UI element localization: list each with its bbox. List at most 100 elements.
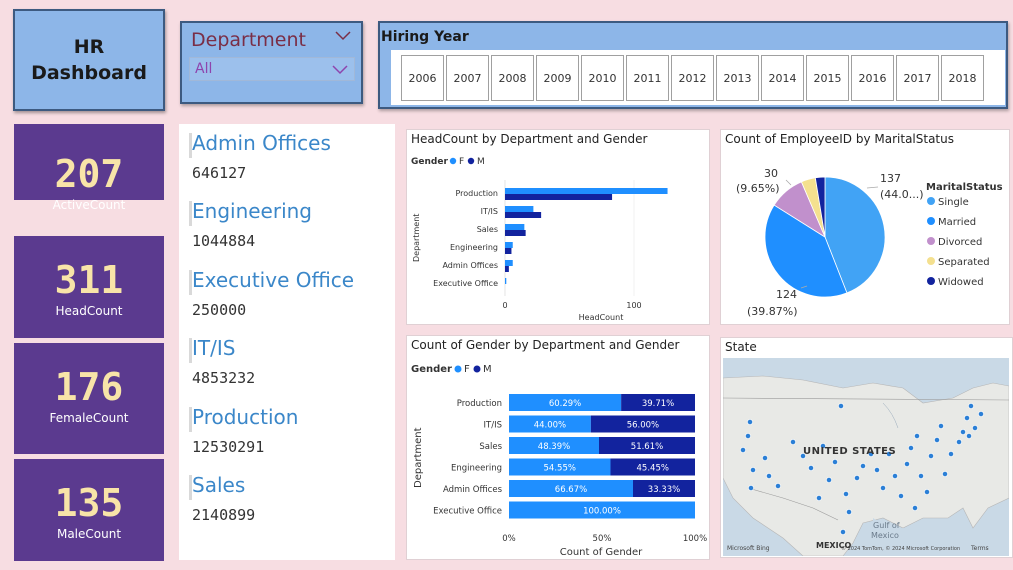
data-label-m: 51.61%: [631, 442, 663, 452]
kpi-label: FemaleCount: [49, 411, 129, 425]
y-axis-label: Department: [413, 427, 424, 488]
state-marker: [942, 471, 948, 477]
department-slicer-label: Department: [191, 29, 306, 51]
pie-legend-title: MaritalStatus: [926, 182, 1003, 193]
pie-label-married-count: 124: [776, 288, 797, 301]
year-button-2016[interactable]: 2016: [851, 55, 894, 101]
state-marker: [775, 483, 781, 489]
legend-label: Single: [938, 197, 969, 208]
legend-f-label: F: [459, 157, 464, 167]
map-mexico-label: MEXICO: [816, 541, 851, 550]
state-marker: [956, 439, 962, 445]
pie-label-divorced-count: 30: [764, 167, 778, 180]
year-button-2018[interactable]: 2018: [941, 55, 984, 101]
headcount-chart-svg: Gender F M Department HeadCount Producti…: [411, 157, 668, 322]
dept-name: Executive Office: [192, 268, 355, 292]
state-marker: [938, 423, 944, 429]
kpi-female-count: 176 FemaleCount: [14, 343, 164, 454]
legend-f-marker: [449, 157, 457, 165]
bar-f: [505, 206, 534, 212]
dept-value: 4853232: [192, 369, 256, 387]
year-button-2010[interactable]: 2010: [581, 55, 624, 101]
x-axis-label: Count of Gender: [560, 547, 643, 558]
state-map: State UNITED STATES Gulf of Mexico MEXIC…: [720, 337, 1013, 558]
year-button-2017[interactable]: 2017: [896, 55, 939, 101]
state-marker: [860, 463, 866, 469]
data-label-f: 66.67%: [555, 485, 587, 495]
year-button-2009[interactable]: 2009: [536, 55, 579, 101]
data-label-f: 48.39%: [538, 442, 570, 452]
legend-marker: [927, 257, 935, 265]
category-label: Sales: [477, 225, 498, 234]
bar-m: [505, 248, 512, 254]
year-button-2008[interactable]: 2008: [491, 55, 534, 101]
legend-marker: [927, 277, 935, 285]
bar-f: [509, 437, 600, 454]
year-button-2011[interactable]: 2011: [626, 55, 669, 101]
legend-title: Gender: [411, 364, 452, 375]
category-label: IT/IS: [481, 207, 498, 216]
category-label: Engineering: [450, 243, 498, 252]
data-label-f: 60.29%: [549, 399, 581, 409]
state-marker: [880, 485, 886, 491]
kpi-active-count: 207 ActiveCount: [14, 124, 164, 212]
x-tick-label: 100: [626, 301, 641, 310]
data-label-f: 100.00%: [583, 507, 621, 517]
pie-label-divorced-pct: (9.65%): [736, 182, 780, 195]
state-marker: [843, 491, 849, 497]
map-gulf-label: Gulf of: [873, 521, 900, 530]
map-canvas[interactable]: UNITED STATES Gulf of Mexico MEXICO Micr…: [723, 358, 1009, 556]
year-button-2012[interactable]: 2012: [671, 55, 714, 101]
dept-name: Production: [192, 405, 299, 429]
dept-name: Admin Offices: [192, 131, 331, 155]
bar-m: [505, 266, 509, 272]
hiring-year-slicer: Hiring Year 2006 2007 2008 2009 2010 2011 2012…: [378, 21, 1008, 109]
bing-logo: Microsoft Bing: [727, 545, 770, 552]
year-button-2013[interactable]: 2013: [716, 55, 759, 101]
department-slicer[interactable]: Department All: [180, 21, 363, 104]
year-button-row: 2006 2007 2008 2009 2010 2011 2012 2013 2014 2015…: [391, 50, 1005, 105]
bar-m: [633, 480, 695, 497]
dept-value: 12530291: [192, 438, 265, 456]
category-label: Engineering: [451, 464, 502, 474]
legend-label: Divorced: [938, 237, 982, 248]
state-marker: [968, 403, 974, 409]
state-marker: [846, 509, 852, 515]
state-marker: [898, 493, 904, 499]
state-marker: [762, 455, 768, 461]
map-country-label: UNITED STATES: [803, 446, 896, 457]
state-marker: [745, 433, 751, 439]
dept-value: 1044884: [192, 232, 256, 250]
category-label: IT/IS: [484, 421, 502, 431]
dept-value: 2140899: [192, 506, 256, 524]
year-button-2014[interactable]: 2014: [761, 55, 804, 101]
chevron-down-icon[interactable]: [332, 59, 348, 79]
bar-m: [610, 458, 695, 476]
pie-slice-widowed: [814, 176, 826, 238]
kpi-head-count: 311 HeadCount: [14, 236, 164, 338]
data-label-m: 56.00%: [627, 421, 659, 431]
department-dropdown[interactable]: All: [189, 57, 355, 81]
data-label-f: 54.55%: [544, 464, 576, 474]
legend-m-marker: [467, 157, 475, 165]
bar-m: [505, 194, 613, 200]
svg-text:Mexico: Mexico: [871, 531, 899, 540]
department-salary-card: Admin Offices 646127 Engineering 1044884…: [179, 124, 395, 560]
map-terms-link: Terms: [970, 545, 989, 552]
kpi-label: ActiveCount: [52, 198, 126, 212]
hiring-year-title: Hiring Year: [381, 29, 469, 45]
year-button-2007[interactable]: 2007: [446, 55, 489, 101]
dept-name: Sales: [192, 473, 246, 497]
state-marker: [964, 415, 970, 421]
map-title: State: [725, 340, 757, 354]
category-label: Sales: [479, 442, 502, 452]
title-line-2: Dashboard: [31, 62, 147, 84]
year-button-2006[interactable]: 2006: [401, 55, 444, 101]
year-button-2015[interactable]: 2015: [806, 55, 849, 101]
legend-title: Gender: [411, 157, 448, 167]
chevron-down-icon[interactable]: [335, 29, 351, 45]
marital-status-chart: Count of EmployeeID by MaritalStatus 137…: [720, 129, 1010, 325]
data-label-m: 45.45%: [637, 464, 669, 474]
bar-f: [505, 224, 525, 230]
state-marker: [740, 447, 746, 453]
